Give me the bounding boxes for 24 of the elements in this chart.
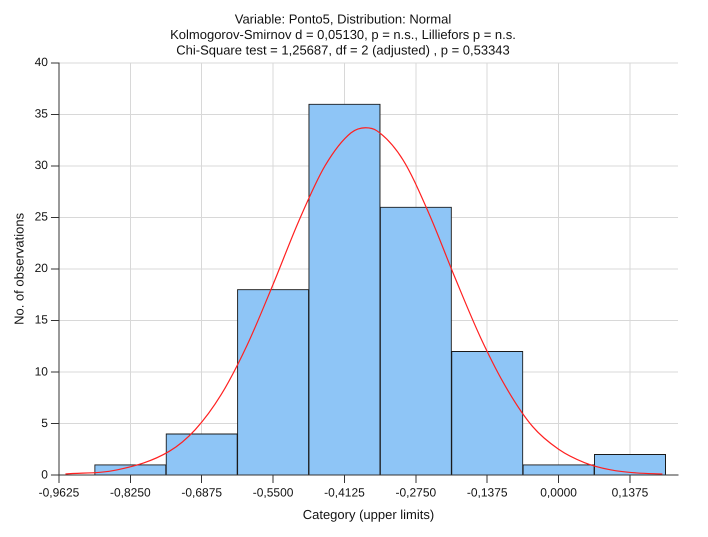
- y-tick-label: 15: [34, 312, 48, 327]
- x-tick-label: -0,6875: [181, 486, 222, 500]
- y-tick-label: 10: [34, 364, 48, 378]
- x-tick-label: 0,1375: [612, 486, 649, 500]
- y-tick-label: 5: [41, 416, 48, 430]
- y-tick-label: 40: [34, 55, 48, 70]
- x-tick-label: -0,9625: [38, 486, 80, 500]
- y-tick-label: 35: [34, 106, 48, 121]
- y-tick-label: 30: [34, 158, 48, 172]
- x-tick-label: -0,5500: [252, 486, 294, 500]
- x-tick-label: -0,2750: [395, 486, 437, 500]
- y-tick-label: 0: [41, 467, 48, 482]
- line-series: [64, 127, 664, 475]
- x-axis-title: Category (upper limits): [302, 506, 434, 522]
- x-tick-label: -0,8250: [110, 486, 151, 500]
- y-axis-title: No. of observations: [11, 212, 26, 325]
- y-tick-label: 20: [34, 261, 48, 276]
- text: Variable: Ponto5, Distribution: Normal: [234, 11, 452, 26]
- x-tick-label: 0,0000: [540, 486, 578, 500]
- text: Chi-Square test = 1,25687, df = 2 (adjusted) , p = 0,53343: [176, 42, 510, 58]
- y-tick-label: 25: [34, 210, 48, 224]
- x-tick-label: -0,4125: [324, 486, 366, 500]
- x-tick-label: -0,1375: [466, 486, 508, 500]
- text: Kolmogorov-Smirnov d = 0,05130, p = n.s., Lilliefors p = n.s.: [170, 26, 516, 42]
